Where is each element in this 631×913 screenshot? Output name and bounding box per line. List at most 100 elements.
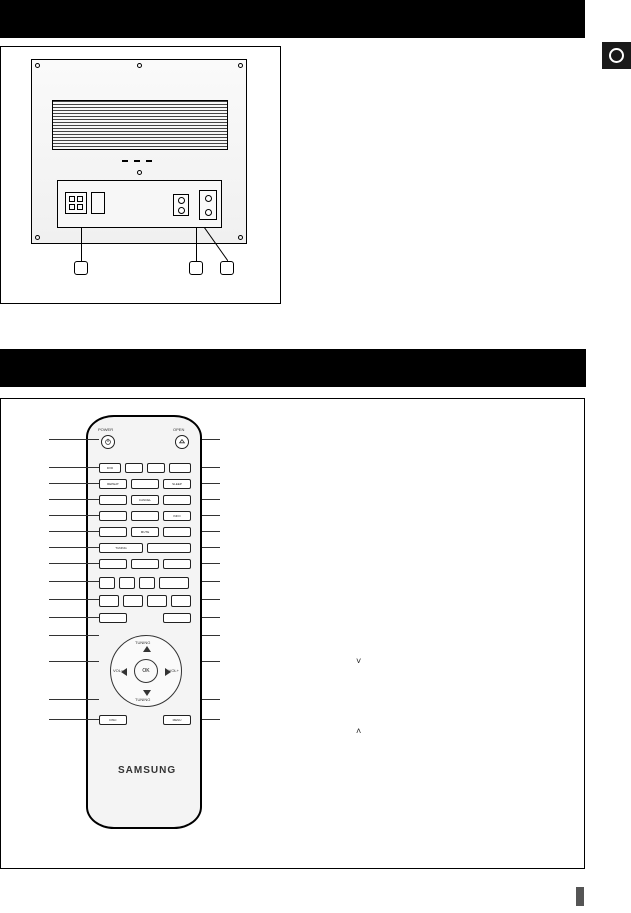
- remote-button[interactable]: [99, 559, 127, 569]
- remote-button[interactable]: [99, 495, 127, 505]
- callout-lead-line: [202, 599, 220, 600]
- callout-lead-line: [49, 547, 99, 548]
- button-label: POWER: [98, 427, 113, 432]
- callout-marker: [220, 261, 234, 275]
- remote-button[interactable]: [169, 463, 191, 473]
- remote-button[interactable]: MUTE: [131, 527, 159, 537]
- callout-lead-line: [49, 467, 99, 468]
- callout-lead-line: [49, 439, 99, 440]
- screw-icon: [35, 235, 40, 240]
- remote-figure: POWER OPEN TUNING TUNING VOL− VOL+ OK DI…: [0, 398, 585, 869]
- chevron-right-icon: [165, 668, 171, 676]
- remote-button[interactable]: TUNING: [99, 543, 143, 553]
- dpad-center-label: OK: [142, 668, 149, 674]
- remote-button[interactable]: DVD: [99, 463, 121, 473]
- callout-lead-line: [202, 515, 220, 516]
- remote-button[interactable]: [131, 559, 159, 569]
- callout-lead-line: [49, 661, 99, 662]
- screw-icon: [238, 235, 243, 240]
- remote-button[interactable]: REPEAT: [99, 479, 127, 489]
- callout-lead-line: [202, 483, 220, 484]
- dpad-down-label: TUNING: [135, 697, 150, 702]
- callout-lead-line: [202, 699, 220, 700]
- callout-lead-line: [202, 563, 220, 564]
- callout-lead-line: [202, 581, 220, 582]
- remote-button[interactable]: SLEEP: [163, 479, 191, 489]
- callout-lead-line: [202, 661, 220, 662]
- callout-lead-line: [49, 515, 99, 516]
- remote-button[interactable]: [147, 463, 165, 473]
- callout-lead-line: [49, 581, 99, 582]
- remote-button[interactable]: [119, 577, 135, 589]
- remote-button[interactable]: [163, 495, 191, 505]
- callout-lead-line: [49, 531, 99, 532]
- callout-lead-line: [202, 635, 220, 636]
- remote-button[interactable]: [123, 595, 143, 607]
- page-edge-marker: [576, 887, 584, 906]
- remote-button[interactable]: [131, 511, 159, 521]
- remote-button[interactable]: [131, 479, 159, 489]
- callout-marker: [189, 261, 203, 275]
- screw-icon: [137, 170, 142, 175]
- rear-panel-figure: [0, 46, 281, 304]
- remote-button[interactable]: [99, 527, 127, 537]
- remote-button[interactable]: [99, 613, 127, 623]
- chevron-down-icon: [143, 690, 151, 696]
- remote-button[interactable]: [163, 559, 191, 569]
- remote-button[interactable]: [139, 577, 155, 589]
- menu-button[interactable]: MENU: [163, 715, 191, 725]
- aux-terminal-block: [91, 192, 105, 214]
- power-button[interactable]: [101, 435, 115, 449]
- remote-button[interactable]: [159, 577, 189, 589]
- callout-line: [81, 227, 82, 261]
- output-block: [199, 190, 217, 220]
- remote-button[interactable]: [147, 543, 191, 553]
- remote-button[interactable]: [99, 577, 115, 589]
- callout-lead-line: [49, 635, 99, 636]
- button-label: SLEEP: [172, 482, 182, 486]
- screw-icon: [238, 63, 243, 68]
- remote-button[interactable]: INFO: [163, 511, 191, 521]
- remote-body: POWER OPEN TUNING TUNING VOL− VOL+ OK DI…: [86, 415, 202, 829]
- remote-button[interactable]: [163, 527, 191, 537]
- top-black-bar: [0, 0, 585, 38]
- button-label: MENU: [173, 718, 182, 722]
- dpad-center-button[interactable]: OK: [134, 659, 158, 683]
- callout-lead-line: [202, 547, 220, 548]
- remote-button[interactable]: [147, 595, 167, 607]
- chevron-up-icon: [143, 646, 151, 652]
- remote-button[interactable]: [163, 613, 191, 623]
- disc-button[interactable]: DISC: [99, 715, 127, 725]
- callout-lead-line: [202, 617, 220, 618]
- callout-lead-line: [49, 699, 99, 700]
- callout-lead-line: [202, 467, 220, 468]
- callout-lead-line: [202, 439, 220, 440]
- vent-grille: [52, 100, 228, 150]
- remote-button[interactable]: [125, 463, 143, 473]
- screw-icon: [35, 63, 40, 68]
- callout-lead-line: [49, 719, 99, 720]
- rca-jack-icon: [205, 209, 212, 216]
- rear-panel-device: [31, 59, 247, 244]
- remote-button[interactable]: [99, 595, 119, 607]
- rca-jack-icon: [178, 197, 185, 204]
- button-label: TUNING: [115, 546, 127, 550]
- collapse-marker-icon: ˅: [356, 656, 361, 666]
- callout-lead-line: [49, 617, 99, 618]
- callout-line: [196, 227, 197, 261]
- button-label: REPEAT: [107, 482, 119, 486]
- connector-panel: [57, 180, 222, 228]
- remote-button[interactable]: CANCEL: [131, 495, 159, 505]
- button-label: CANCEL: [139, 498, 151, 502]
- button-label: MUTE: [141, 530, 150, 534]
- dpad-up-label: TUNING: [135, 640, 150, 645]
- button-label: OPEN: [173, 427, 184, 432]
- marker-donut-icon: [609, 48, 624, 63]
- open-close-button[interactable]: [175, 435, 189, 449]
- remote-button[interactable]: [171, 595, 191, 607]
- chevron-left-icon: [121, 668, 127, 676]
- speaker-terminal-block: [65, 192, 87, 214]
- callout-lead-line: [49, 599, 99, 600]
- screw-icon: [137, 63, 142, 68]
- remote-button[interactable]: [99, 511, 127, 521]
